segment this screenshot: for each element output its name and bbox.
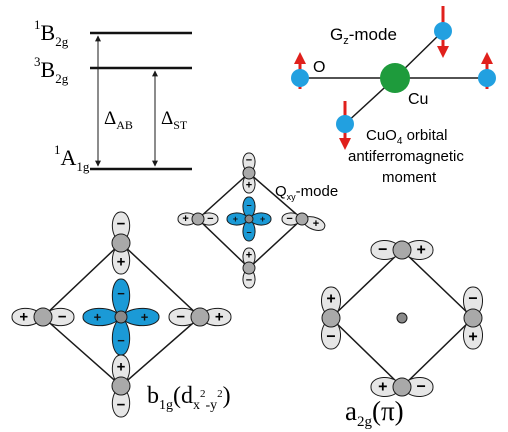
qxy-cu-left: + [226, 212, 250, 226]
qxy-lobes: −++−+ − − +−−+ + [177, 152, 326, 289]
b1g-cu [114, 310, 128, 324]
delta-ab-label: ΔAB [104, 108, 133, 132]
b1g-cu-down: − [111, 316, 131, 356]
cu-label: Cu [408, 91, 428, 108]
b1g-left-o-out-sign: + [19, 309, 28, 326]
a2g-o-right [463, 308, 483, 328]
qxy-left-o-out-sign: + [182, 213, 188, 225]
qxy-bottom-o-up-sign: + [246, 250, 252, 262]
b1g-bottom-o-up-sign: + [117, 358, 126, 375]
a2g-label: a2g(π) [345, 396, 404, 430]
o-atom-left [291, 69, 309, 87]
a2g-cu-atom [396, 312, 408, 324]
label-1A1g: 1A1g [54, 142, 90, 174]
a2g-o-left [321, 308, 341, 328]
qxy-right-o-in-sign: − [286, 213, 292, 225]
b1g-left-o-in-sign: − [58, 309, 67, 326]
qxy-cu-right: + [248, 212, 272, 226]
b1g-o-left [33, 307, 53, 327]
a2g-top-right-sign: + [417, 242, 426, 259]
b1g-o-right [190, 307, 210, 327]
a2g-bottom-left-sign: + [378, 379, 387, 396]
a2g-lobes: − + + − + − − + [321, 240, 483, 397]
qxy-cu-up-sign: − [246, 200, 251, 210]
b1g-bottom-o-down-sign: − [117, 397, 126, 414]
qxy-o-left [191, 212, 205, 226]
qxy-top-o-up-sign: − [246, 155, 252, 167]
energy-level-diagram: 1B2g 3B2g 1A1g ΔAB ΔST [34, 17, 192, 174]
a2g-o-top [392, 240, 412, 260]
o-label: O [313, 59, 325, 76]
b1g-cu-right-sign: + [141, 310, 149, 325]
qxy-cu-left-sign: + [233, 214, 238, 224]
a2g-panel: − + + − + − − + a2g(π) [321, 240, 483, 430]
b1g-cu-right: + [120, 307, 160, 327]
caption-line-3: moment [382, 169, 437, 186]
b1g-right-o-in-sign: − [176, 309, 185, 326]
b1g-cu-up: − [111, 278, 131, 318]
b1g-label: b1g(dx2-y2) [147, 383, 231, 413]
gz-mode-panel: Gz-mode O Cu CuO4 orbital antiferromagne… [291, 6, 496, 186]
qxy-cu-up: − [242, 196, 256, 220]
caption-line-2: antiferromagnetic [348, 148, 464, 165]
b1g-top-o-down-sign: + [117, 254, 126, 271]
b1g-top-o-up-sign: − [117, 215, 126, 232]
gz-mode-label: Gz-mode [330, 25, 397, 47]
b1g-cu-down-sign: − [117, 333, 125, 348]
a2g-top-left-sign: − [378, 242, 387, 259]
o-atom-top [434, 22, 452, 40]
a2g-left-up-sign: + [326, 290, 335, 307]
o-atom-bottom [336, 115, 354, 133]
b1g-o-bottom [111, 376, 131, 396]
label-1B2g: 1B2g [34, 17, 69, 49]
qxy-mode-label: Qxy-mode [275, 183, 338, 202]
b1g-panel: −++−+ − − +−−+ + b1g(dx2-y2) [11, 211, 232, 418]
b1g-right-o-out-sign: + [215, 309, 224, 326]
qxy-o-right [295, 212, 309, 226]
b1g-cu-left-sign: + [94, 310, 102, 325]
a2g-right-up-sign: − [468, 290, 477, 307]
a2g-o-bottom [392, 377, 412, 397]
a2g-right-down-sign: + [468, 329, 477, 346]
qxy-mode-panel: −++−+ − − +−−+ + Qxy-mode [177, 152, 338, 289]
b1g-cu-up-sign: − [117, 286, 125, 301]
qxy-o-bottom [242, 261, 256, 275]
qxy-bottom-o-down-sign: − [246, 274, 252, 286]
qxy-cu [244, 214, 254, 224]
o-atom-right [478, 69, 496, 87]
delta-st-label: ΔST [161, 108, 188, 132]
qxy-o-top [242, 166, 256, 180]
a2g-bottom-right-sign: − [417, 379, 426, 396]
qxy-right-o-out-sign: + [313, 218, 319, 230]
qxy-cu-down-sign: − [246, 228, 251, 238]
qxy-cu-down: − [242, 218, 256, 242]
b1g-lobes: −++−+ − − +−−+ + [11, 211, 232, 418]
qxy-left-o-in-sign: − [207, 213, 213, 225]
qxy-top-o-down-sign: + [246, 179, 252, 191]
cu-atom [380, 63, 410, 93]
b1g-o-top [111, 233, 131, 253]
b1g-cu-left: + [82, 307, 122, 327]
a2g-left-down-sign: − [326, 329, 335, 346]
label-3B2g: 3B2g [34, 54, 69, 86]
qxy-cu-right-sign: + [260, 214, 265, 224]
caption-line-1: CuO4 orbital [366, 127, 447, 147]
